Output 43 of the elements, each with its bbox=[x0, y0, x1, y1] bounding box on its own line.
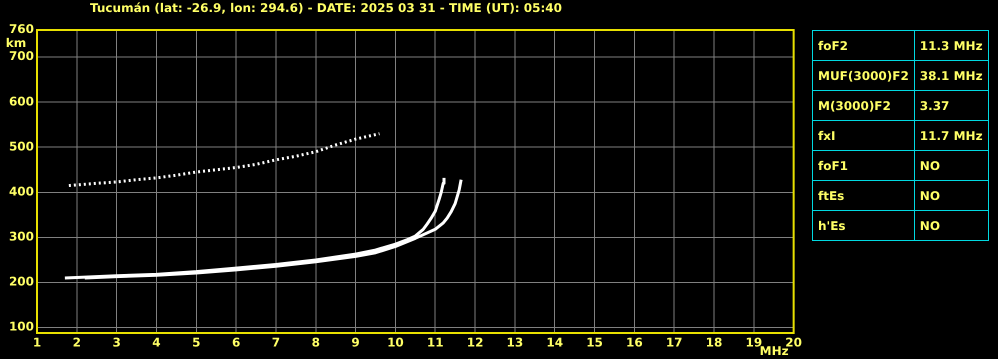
x-tick-label: 6 bbox=[232, 335, 240, 350]
x-tick-label: 9 bbox=[351, 335, 360, 350]
text: 11.7 MHz bbox=[914, 120, 988, 150]
x-tick-label: 8 bbox=[312, 335, 320, 350]
text: 38.1 MHz bbox=[914, 60, 988, 90]
x-tick-label: 18 bbox=[706, 335, 722, 350]
text: NO bbox=[914, 150, 988, 180]
x-tick-label: 10 bbox=[387, 335, 404, 350]
chart-title: Tucumán (lat: -26.9, lon: 294.6) - DATE: 2025 03 31 - TIME (UT): 05:40 bbox=[90, 1, 562, 15]
x-tick-label: 20 bbox=[785, 335, 802, 350]
x-tick-label: 15 bbox=[586, 335, 603, 350]
text: NO bbox=[914, 180, 988, 210]
x-tick-label: 7 bbox=[272, 335, 280, 350]
text: MUF(3000)F2 bbox=[812, 60, 914, 90]
x-tick-label: 12 bbox=[466, 335, 484, 350]
y-tick-label: 100 bbox=[8, 320, 34, 334]
y-tick-label: 400 bbox=[8, 184, 34, 198]
y-tick-label: 200 bbox=[8, 274, 34, 289]
text: ftEs bbox=[812, 180, 914, 210]
y-tick-label: 500 bbox=[8, 139, 34, 154]
y-tick-label: 760 bbox=[8, 22, 34, 36]
y-tick-label: 300 bbox=[8, 230, 34, 244]
x-tick-label: 5 bbox=[192, 335, 200, 350]
text: NO bbox=[914, 210, 988, 240]
x-tick-label: 3 bbox=[112, 335, 121, 350]
y-tick-label: 700 bbox=[8, 49, 34, 64]
x-tick-label: 2 bbox=[72, 335, 82, 350]
x-tick-label: 17 bbox=[666, 335, 683, 350]
x-tick-label: 4 bbox=[152, 335, 161, 350]
x-tick-label: 1 bbox=[32, 335, 42, 350]
text: M(3000)F2 bbox=[812, 90, 914, 120]
x-tick-label: 14 bbox=[546, 335, 564, 350]
text: 3.37 bbox=[914, 90, 988, 120]
x-tick-label: 11 bbox=[426, 335, 444, 350]
y-tick-label: 600 bbox=[8, 94, 34, 108]
x-tick-label: 13 bbox=[506, 335, 524, 350]
text: h'Es bbox=[812, 210, 914, 240]
text: 11.3 MHz bbox=[914, 30, 988, 60]
y-axis-title: km bbox=[6, 36, 26, 50]
text: foF1 bbox=[812, 150, 914, 180]
text: foF2 bbox=[812, 30, 914, 60]
x-tick-label: 16 bbox=[626, 335, 643, 350]
text: fxI bbox=[812, 120, 914, 150]
